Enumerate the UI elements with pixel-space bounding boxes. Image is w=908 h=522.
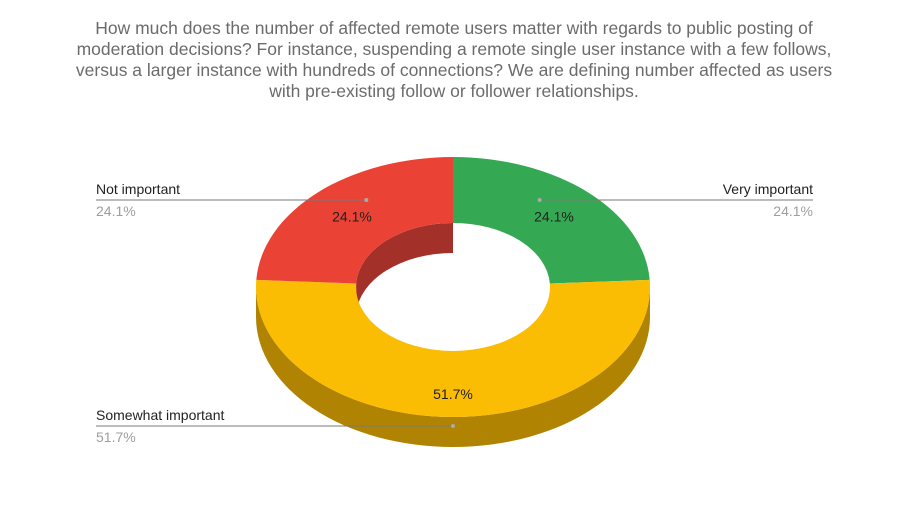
slice-value-label: 51.7% [433,386,473,402]
chart-title-line: How much does the number of affected rem… [95,18,813,38]
chart-title-line: versus a larger instance with hundreds o… [75,60,833,80]
legend-value-somewhat-important: 51.7% [96,429,136,445]
leader-dot [537,198,542,202]
legend-label-somewhat-important: Somewhat important [96,407,225,423]
legend-value-not-important: 24.1% [96,203,136,219]
legend-label-not-important: Not important [96,181,180,197]
chart-title: How much does the number of affected rem… [0,18,908,102]
chart-title-line: with pre-existing follow or follower rel… [269,81,639,101]
slice-not-important [256,157,453,284]
leader-dot [451,424,455,428]
inner-wall-not-important [356,223,453,314]
legend-value-very-important: 24.1% [773,203,813,219]
slice-value-label: 24.1% [534,209,574,225]
leader-dot [364,198,369,202]
slice-very-important [453,157,650,284]
slice-somewhat-important [256,279,650,417]
legend-label-very-important: Very important [723,181,813,197]
chart-title-line: moderation decisions? For instance, susp… [76,39,832,59]
side-wall-somewhat-important [256,287,650,447]
slice-value-label: 24.1% [332,209,372,225]
